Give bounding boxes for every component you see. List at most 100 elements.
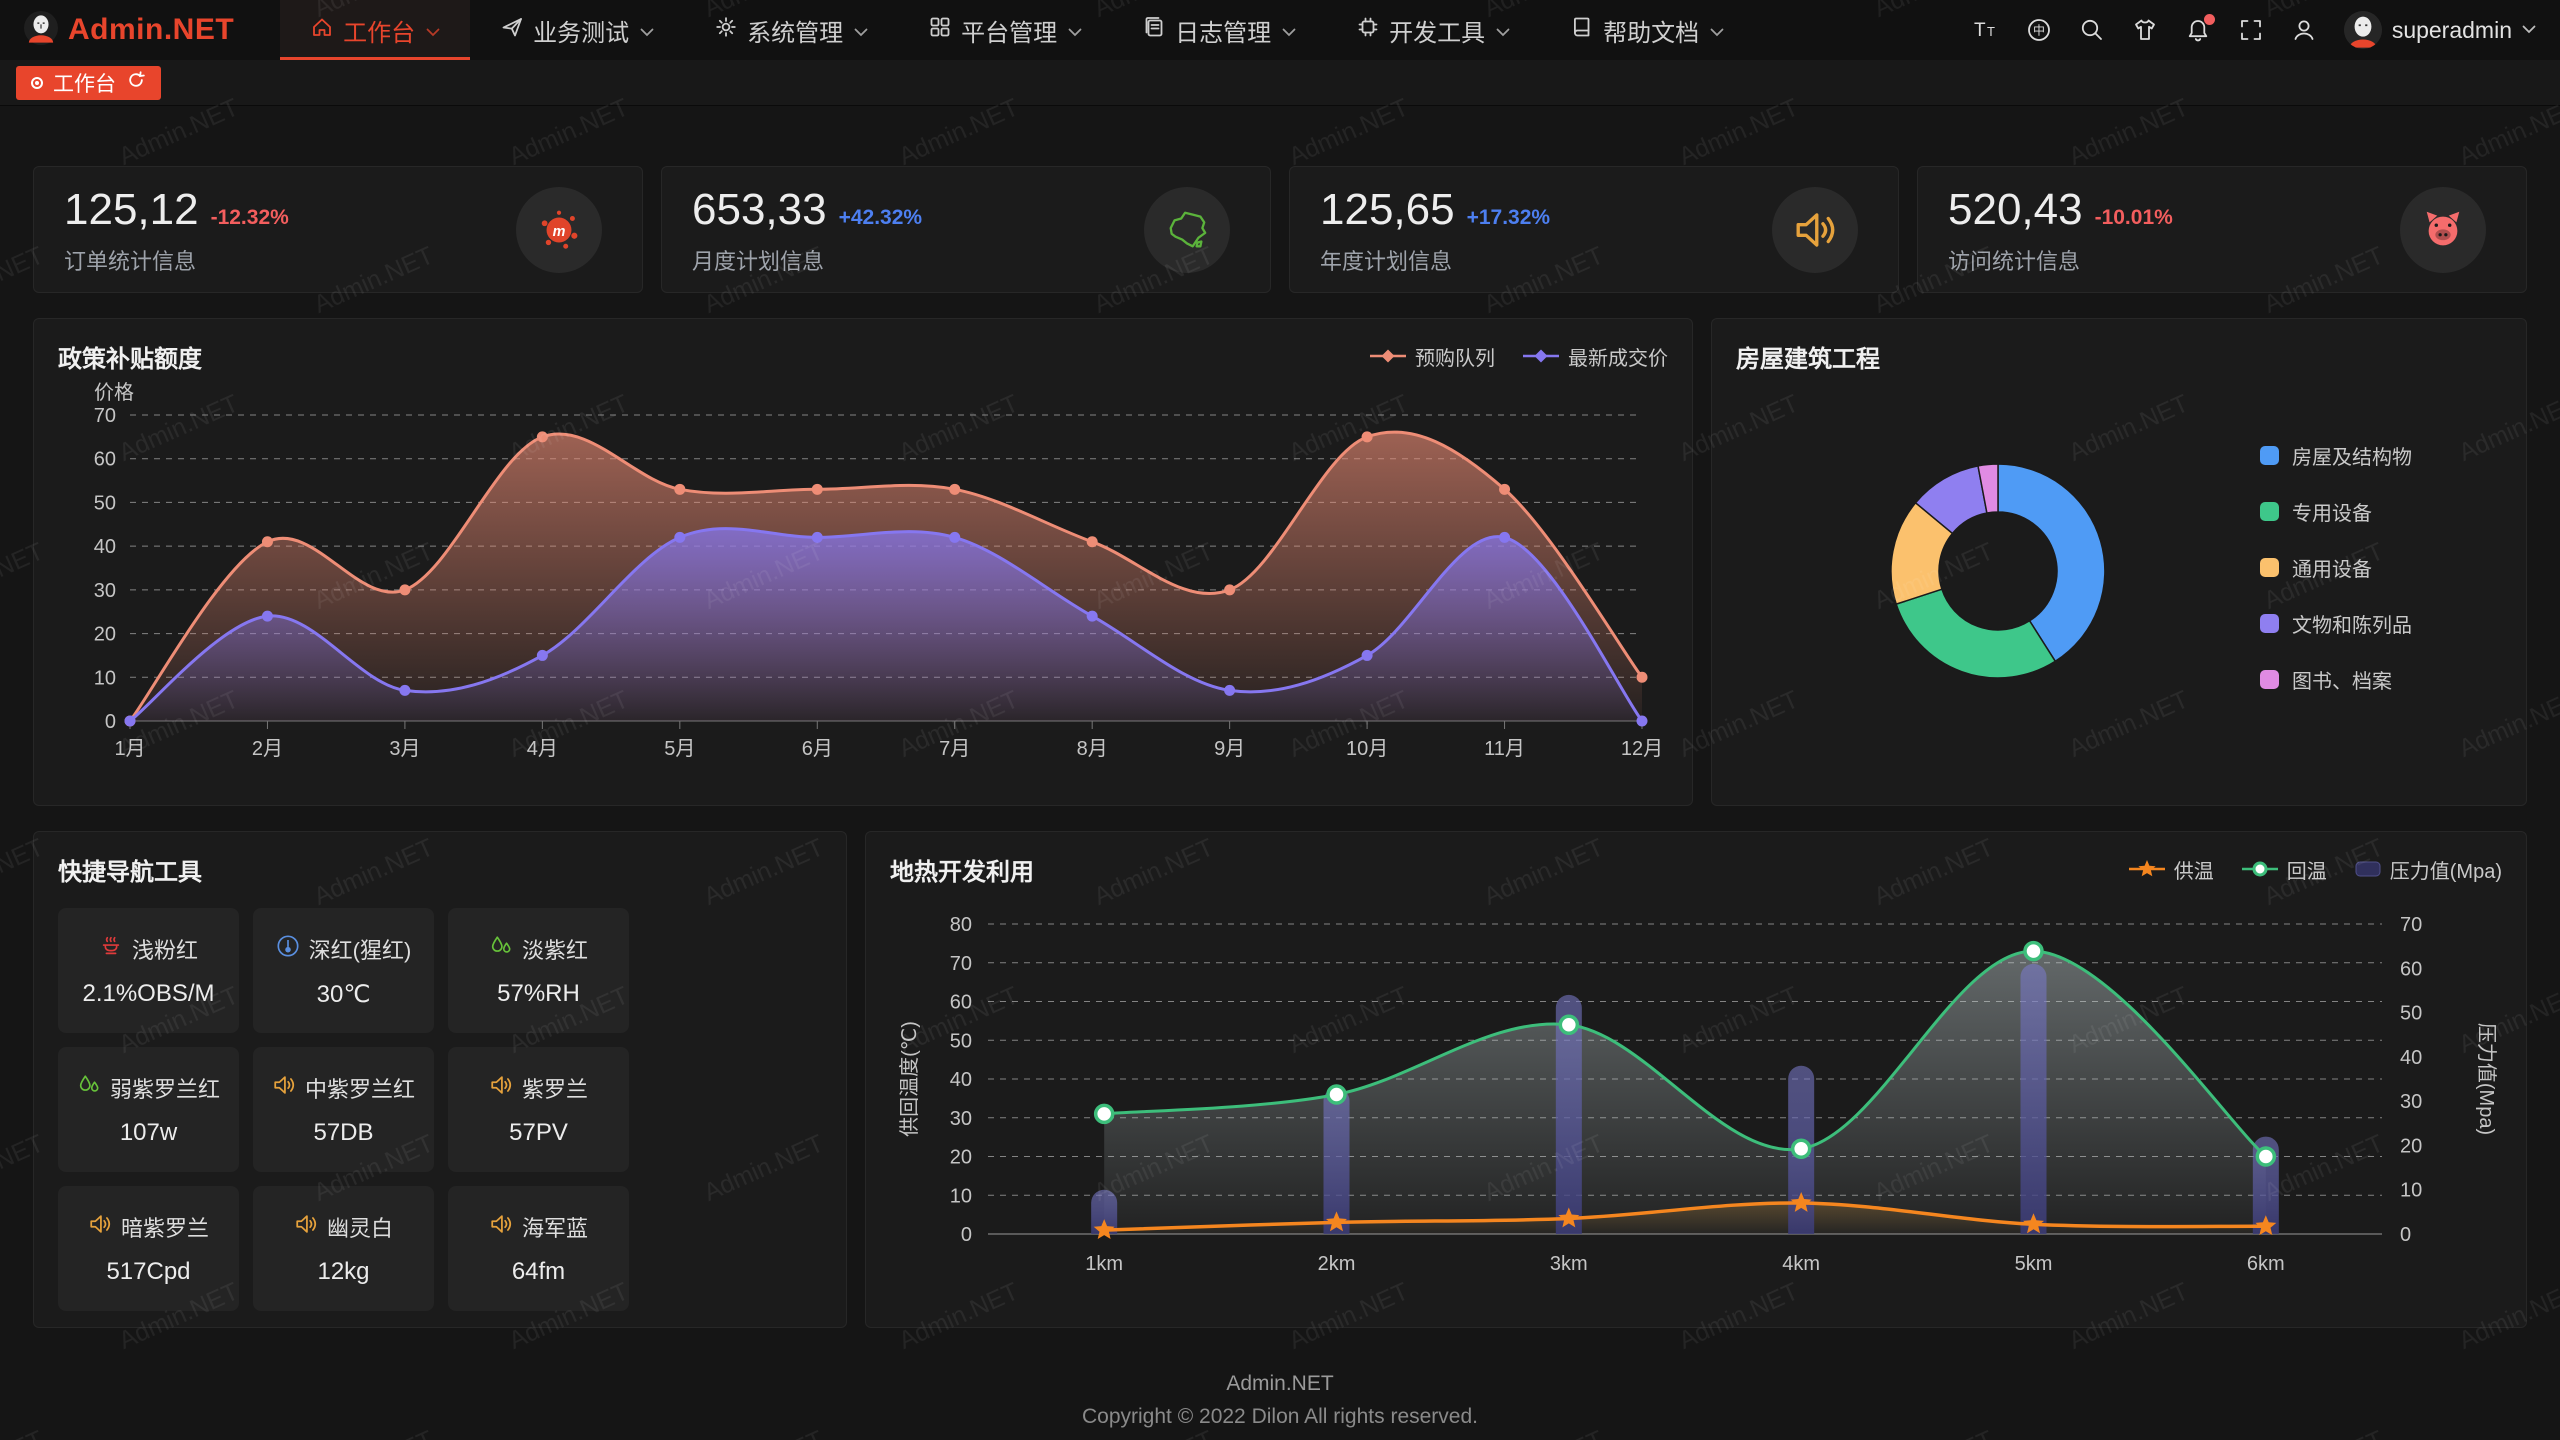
log-icon — [1142, 15, 1166, 46]
menu-item-5[interactable]: 日志管理 — [1112, 0, 1326, 60]
svg-text:7月: 7月 — [939, 738, 970, 760]
svg-text:30: 30 — [950, 1108, 972, 1130]
svg-text:2km: 2km — [1318, 1253, 1356, 1275]
quick-nav-card-2[interactable]: 深红(猩红) 30℃ — [253, 908, 434, 1033]
geo-legend-item-2[interactable]: 回温 — [2241, 855, 2327, 884]
book-icon — [1570, 15, 1594, 46]
stat-card-2: 653,33 +42.32% 月度计划信息 — [661, 166, 1271, 293]
stat-delta: -12.32% — [210, 206, 289, 229]
menu-item-label: 平台管理 — [961, 19, 1058, 47]
policy-chart-title: 政策补贴额度 — [58, 345, 202, 373]
stat-label: 订单统计信息 — [64, 249, 197, 274]
geothermal-panel: 地热开发利用 供温 回温 压力值(Mpa) 0 10 20 30 40 50 60 70 80 0 10… — [865, 831, 2527, 1328]
pressure-bar-2 — [1323, 1087, 1350, 1234]
username: superadmin — [2391, 16, 2512, 43]
geo-legend-item-3[interactable]: 压力值(Mpa) — [2355, 855, 2502, 884]
svg-text:1月: 1月 — [114, 738, 145, 760]
quick-nav-card-4[interactable]: 弱紫罗兰红 107w — [58, 1047, 239, 1172]
menu-item-label: 日志管理 — [1175, 19, 1272, 47]
notification-icon[interactable] — [2185, 14, 2215, 43]
humidity-icon — [77, 1073, 101, 1103]
quick-nav-card-5[interactable]: 中紫罗兰红 57DB — [253, 1047, 434, 1172]
quick-nav-card-9[interactable]: 海军蓝 64fm — [448, 1186, 629, 1311]
geothermal-combo-chart[interactable]: 0 10 20 30 40 50 60 70 80 0 10 20 30 40 50 60 70 供回温度(℃) 压… — [890, 886, 2502, 1286]
stat-value: 125,12 -12.32% — [64, 185, 289, 234]
svg-text:40: 40 — [94, 536, 116, 558]
header-actions: T T 中 superadmin — [1973, 0, 2536, 60]
svg-text:3月: 3月 — [389, 738, 420, 760]
theme-icon[interactable] — [2132, 17, 2158, 43]
quick-nav-value: 57DB — [313, 1119, 374, 1146]
geo-legend-item-1[interactable]: 供温 — [2128, 855, 2214, 884]
stat-card-1: 125,12 -12.32% 订单统计信息 m — [33, 166, 643, 293]
page-footer: Admin.NET Copyright © 2022 Dilon All rig… — [33, 1368, 2527, 1433]
menu-item-label: 业务测试 — [533, 19, 630, 47]
menu-item-4[interactable]: 平台管理 — [898, 0, 1112, 60]
menu-item-6[interactable]: 开发工具 — [1326, 0, 1540, 60]
quick-nav-label: 幽灵白 — [326, 1216, 393, 1241]
tab-label: 工作台 — [53, 72, 116, 96]
donut-legend-item-1[interactable]: 房屋及结构物 — [2260, 441, 2412, 470]
donut-legend-item-5[interactable]: 图书、档案 — [2260, 665, 2412, 694]
quick-nav-card-3[interactable]: 淡紫红 57%RH — [448, 908, 629, 1033]
tab-workbench[interactable]: 工作台 — [16, 65, 161, 100]
svg-text:0: 0 — [2400, 1224, 2411, 1246]
donut-slice-2 — [1895, 588, 2057, 679]
donut-slice-5 — [1977, 463, 1999, 514]
app-logo[interactable]: Admin.NET — [24, 0, 234, 60]
svg-text:20: 20 — [2400, 1135, 2422, 1157]
legend-label: 预购队列 — [1415, 347, 1495, 370]
stat-label: 月度计划信息 — [692, 249, 825, 274]
quick-nav-label: 深红(猩红) — [308, 937, 412, 963]
housing-donut-chart[interactable] — [1736, 373, 2256, 771]
profile-icon[interactable] — [2291, 17, 2317, 43]
logo-avatar-icon — [24, 10, 58, 50]
quick-nav-label: 海军蓝 — [521, 1216, 588, 1241]
svg-text:80: 80 — [950, 914, 972, 936]
avatar — [2343, 11, 2382, 49]
chevron-down-icon — [1282, 16, 1296, 44]
quick-nav-card-6[interactable]: 紫罗兰 57PV — [448, 1047, 629, 1172]
legend-item-2[interactable]: 最新成交价 — [1523, 342, 1668, 371]
tab-active-dot-icon — [31, 76, 43, 89]
geothermal-chart-title: 地热开发利用 — [890, 858, 1034, 886]
legend-label: 图书、档案 — [2292, 670, 2392, 693]
svg-text:9月: 9月 — [1214, 738, 1245, 760]
legend-swatch — [2260, 445, 2279, 465]
menu-item-3[interactable]: 系统管理 — [684, 0, 898, 60]
user-menu[interactable]: superadmin — [2343, 11, 2536, 49]
svg-text:3km: 3km — [1550, 1253, 1588, 1275]
language-icon[interactable]: 中 — [2026, 17, 2052, 43]
svg-text:中: 中 — [2033, 23, 2045, 38]
donut-legend-item-3[interactable]: 通用设备 — [2260, 553, 2412, 582]
china-map-icon — [1144, 186, 1230, 273]
quick-nav-card-8[interactable]: 幽灵白 12kg — [253, 1186, 434, 1311]
fullscreen-icon[interactable] — [2238, 17, 2264, 43]
svg-text:50: 50 — [950, 1030, 972, 1052]
donut-legend-item-2[interactable]: 专用设备 — [2260, 497, 2412, 526]
donut-legend-item-4[interactable]: 文物和陈列品 — [2260, 609, 2412, 638]
refresh-icon[interactable] — [126, 70, 146, 96]
stat-card-3: 125,65 +17.32% 年度计划信息 — [1289, 166, 1899, 293]
menu-item-2[interactable]: 业务测试 — [470, 0, 684, 60]
svg-text:40: 40 — [950, 1069, 972, 1091]
search-icon[interactable] — [2079, 17, 2105, 43]
menu-item-7[interactable]: 帮助文档 — [1540, 0, 1754, 60]
legend-item-1[interactable]: 预购队列 — [1370, 342, 1495, 371]
menu-item-label: 帮助文档 — [1603, 19, 1700, 47]
hotpot-icon — [99, 934, 123, 964]
svg-text:70: 70 — [950, 953, 972, 975]
quick-nav-card-7[interactable]: 暗紫罗兰 517Cpd — [58, 1186, 239, 1311]
horn-icon — [88, 1212, 112, 1242]
menu-item-1[interactable]: 工作台 — [280, 0, 471, 60]
quick-nav-card-1[interactable]: 浅粉红 2.1%OBS/M — [58, 908, 239, 1033]
chevron-down-icon — [854, 16, 868, 44]
legend-swatch — [2260, 613, 2279, 633]
svg-text:70: 70 — [94, 405, 116, 427]
quick-nav-label: 淡紫红 — [521, 938, 588, 963]
chevron-down-icon — [2522, 21, 2536, 39]
svg-text:价格: 价格 — [94, 381, 134, 404]
